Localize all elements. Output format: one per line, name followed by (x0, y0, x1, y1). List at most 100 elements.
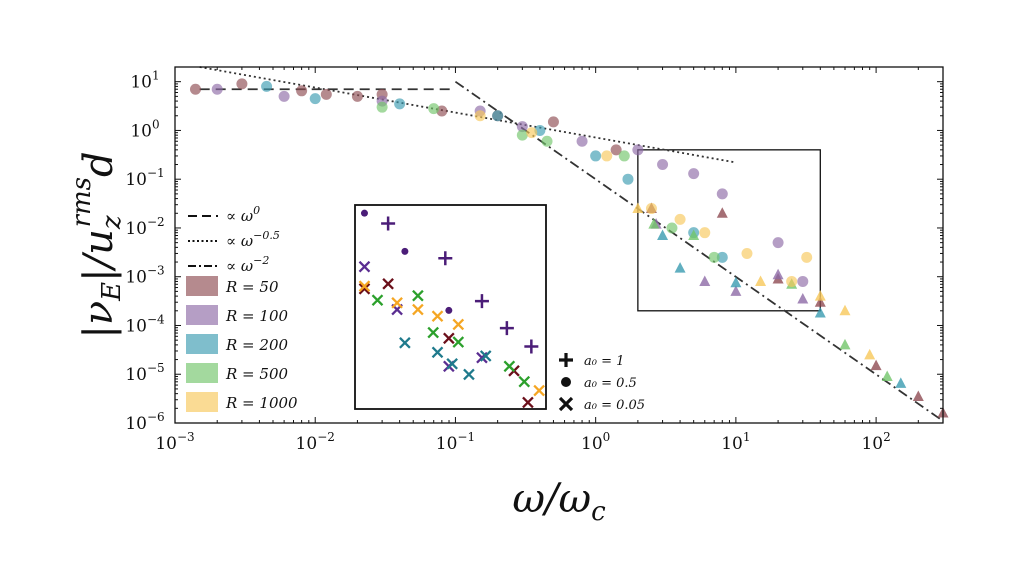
data-point-circle (632, 144, 644, 156)
data-point-circle (610, 144, 622, 156)
data-point-circle (657, 159, 669, 171)
legend-line-label: ∝ ω−2 (226, 254, 269, 275)
marker-legend-label: a₀ = 0.5 (584, 376, 637, 391)
data-point-circle (351, 90, 363, 102)
inset-point-plus (474, 294, 489, 309)
inset-point-x (452, 318, 465, 331)
data-point-circle (261, 80, 273, 92)
data-point-triangle (814, 307, 826, 318)
inset-point-x (427, 326, 440, 339)
data-point-circle (189, 83, 201, 95)
data-point-circle (622, 173, 634, 185)
data-point-circle (320, 88, 332, 100)
x-tick-label: 102 (861, 430, 890, 454)
inset-point-plus (499, 321, 514, 336)
marker-legend-plus (559, 353, 573, 367)
inset-point-x (463, 368, 475, 381)
y-tick-label: 101 (130, 69, 159, 93)
data-point-triangle (870, 359, 882, 371)
data-point-circle (786, 275, 798, 287)
data-point-circle (576, 135, 588, 147)
y-tick-label: 10−3 (125, 264, 164, 288)
y-axis-label: |νE|/uzrmsd (67, 151, 127, 338)
legend-swatch (186, 305, 218, 325)
data-point-triangle (688, 229, 700, 241)
data-point-triangle (674, 262, 686, 273)
data-point-circle (666, 222, 678, 234)
data-point-circle (674, 213, 686, 225)
data-point-circle (541, 135, 553, 147)
inset-point-plus (381, 216, 396, 231)
inset-point-x (371, 294, 384, 306)
data-point-circle (741, 247, 753, 259)
legend-series-label: R = 100 (225, 307, 288, 325)
data-point-circle (516, 129, 528, 141)
y-tick-label: 10−4 (125, 312, 165, 336)
data-point-triangle (839, 304, 851, 316)
axes: 10−3 10−2 10−1 100 101 102 10−6 10−5 10−4 10−3 10−… (67, 66, 944, 527)
y-tick-label: 10−1 (125, 166, 164, 190)
inset-point-x (503, 360, 516, 373)
data-point-triangle (730, 276, 742, 288)
data-point-circle (526, 127, 538, 139)
inset-point-plus (524, 339, 539, 354)
legend-swatch (186, 334, 218, 354)
data-point-triangle (632, 202, 644, 214)
data-point-circle (278, 90, 290, 102)
inset-point-dot (401, 247, 409, 255)
marker-legend-label: a₀ = 1 (584, 354, 624, 369)
data-point-triangle (912, 390, 924, 401)
inset-panel (354, 204, 547, 410)
data-point-triangle (881, 370, 893, 381)
legend-line-label: ∝ ω−0.5 (226, 229, 280, 250)
data-point-circle (590, 150, 602, 162)
data-point-circle (492, 110, 504, 122)
zoom-box-layer (637, 149, 821, 312)
inset-point-dot (445, 306, 453, 314)
data-point-triangle (730, 285, 742, 296)
legend-series-label: R = 200 (225, 336, 288, 354)
inset-point-x (446, 357, 458, 370)
data-point-triangle (797, 292, 809, 304)
inset-point-x (533, 384, 545, 397)
data-point-triangle (716, 207, 728, 218)
data-point-circle (236, 78, 248, 90)
data-point-circle (211, 83, 223, 95)
scaling-lines-layer (199, 66, 944, 422)
data-point-triangle (648, 218, 660, 229)
data-point-circle (708, 251, 720, 263)
data-point-circle (474, 110, 486, 122)
plot-frame (174, 66, 944, 424)
data-point-circle (394, 98, 406, 110)
legend-series-label: R = 50 (225, 278, 279, 296)
data-point-triangle (814, 296, 826, 307)
data-point-circle (645, 203, 657, 215)
legend-line-label: ∝ ω0 (226, 204, 260, 225)
data-point-triangle (895, 377, 907, 388)
data-point-circle (428, 103, 440, 115)
data-point-circle (688, 168, 700, 180)
data-point-circle (801, 251, 813, 263)
inset-point-x (431, 310, 444, 323)
x-axis-label: ω/ωc (512, 476, 606, 527)
inset-frame (354, 204, 547, 410)
data-point-circle (699, 227, 711, 239)
legend-swatch (186, 363, 218, 383)
scaling-line-dotted (199, 66, 737, 164)
inset-point-x (382, 277, 394, 290)
data-point-circle (772, 237, 784, 249)
y-tick-label: 100 (130, 117, 159, 141)
inset-point-x (399, 337, 411, 349)
data-point-circle (309, 93, 321, 105)
data-point-circle (716, 251, 728, 263)
y-tick-label: 10−5 (125, 361, 164, 385)
data-point-triangle (814, 290, 826, 301)
inset-point-x (412, 303, 424, 316)
x-tick-label: 10−1 (436, 430, 475, 454)
data-point-circle (797, 275, 809, 287)
data-point-triangle (699, 275, 711, 286)
inset-point-x (358, 283, 371, 295)
inset-point-x (518, 375, 531, 388)
legend: ∝ ω0 ∝ ω−0.5 ∝ ω−2 R = 50 R = 100 R = 200 R = … (186, 204, 645, 413)
